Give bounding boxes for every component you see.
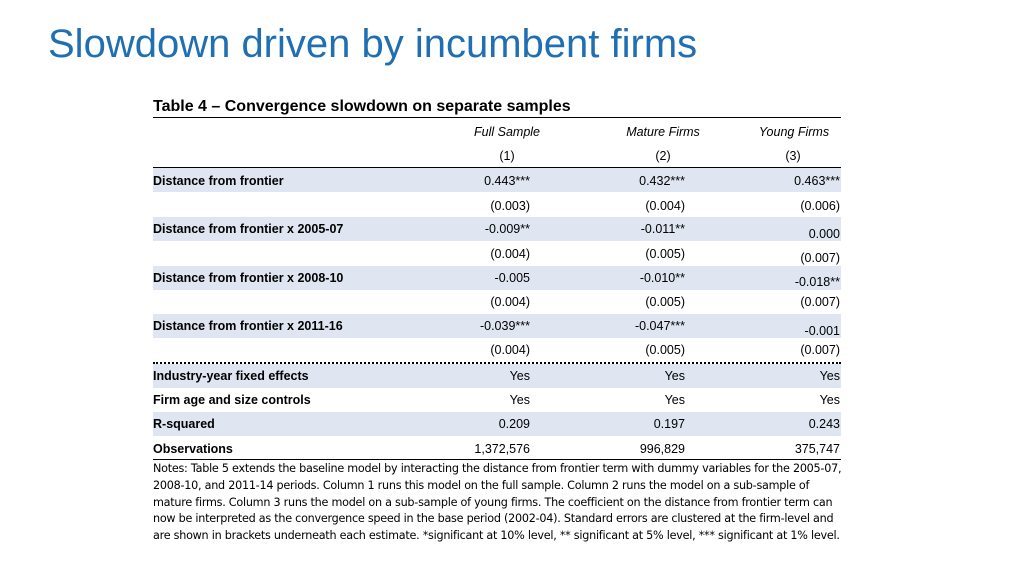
section-divider: [153, 362, 841, 364]
row-label-distance-x-2005-07: Distance from frontier x 2005-07: [153, 222, 344, 236]
control-cell: Yes: [819, 369, 840, 383]
row-band: [153, 412, 841, 436]
se-cell: (0.006): [800, 199, 840, 213]
table-bottom-rule: [153, 459, 841, 460]
row-label-industry-year-fe: Industry-year fixed effects: [153, 369, 309, 383]
row-band: [153, 314, 841, 338]
se-cell: (0.005): [645, 343, 685, 357]
coef-cell: -0.005: [494, 271, 530, 285]
column-header-young-firms: Young Firms: [758, 125, 830, 139]
se-cell: (0.007): [800, 295, 840, 309]
coef-cell: -0.047***: [634, 319, 685, 333]
column-number-3: (3): [785, 149, 801, 163]
control-cell: 375,747: [794, 442, 840, 456]
control-cell: 996,829: [639, 442, 685, 456]
table-notes: Notes: Table 5 extends the baseline mode…: [153, 462, 842, 543]
row-label-distance-x-2011-16: Distance from frontier x 2011-16: [153, 319, 343, 333]
row-band: [153, 266, 841, 290]
coef-cell: -0.039***: [479, 319, 530, 333]
column-header-full-sample: Full Sample: [474, 125, 540, 139]
coef-cell: 0.443***: [484, 174, 530, 188]
row-band: [153, 217, 841, 241]
coef-cell: -0.011**: [640, 222, 685, 236]
coef-cell: -0.018**: [794, 275, 840, 289]
coef-cell: -0.009**: [484, 222, 530, 236]
header-rule: [153, 167, 841, 168]
coef-cell: -0.010**: [639, 271, 685, 285]
row-label-firm-age-size: Firm age and size controls: [153, 393, 311, 407]
coef-cell: 0.463***: [794, 174, 840, 188]
control-cell: Yes: [664, 369, 685, 383]
row-label-distance-from-frontier: Distance from frontier: [153, 174, 284, 188]
table-caption: Table 4 – Convergence slowdown on separa…: [153, 98, 571, 115]
control-cell: 0.197: [653, 417, 685, 431]
se-cell: (0.004): [490, 247, 530, 261]
caption-rule: [153, 117, 841, 118]
control-cell: 1,372,576: [474, 442, 530, 456]
row-label-r-squared: R-squared: [153, 417, 215, 431]
se-cell: (0.004): [490, 343, 530, 357]
column-header-mature-firms: Mature Firms: [626, 125, 700, 139]
control-cell: Yes: [509, 393, 530, 407]
control-cell: Yes: [819, 393, 840, 407]
row-label-distance-x-2008-10: Distance from frontier x 2008-10: [153, 271, 344, 285]
se-cell: (0.004): [645, 199, 685, 213]
se-cell: (0.007): [800, 343, 840, 357]
se-cell: (0.005): [645, 295, 685, 309]
control-cell: 0.209: [498, 417, 530, 431]
row-band: [153, 168, 841, 192]
column-number-1: (1): [499, 149, 515, 163]
column-number-2: (2): [655, 149, 671, 163]
se-cell: (0.004): [490, 295, 530, 309]
control-cell: 0.243: [808, 417, 840, 431]
coef-cell: -0.001: [804, 324, 840, 338]
row-label-observations: Observations: [153, 442, 233, 456]
slide-title: Slowdown driven by incumbent firms: [48, 22, 698, 66]
se-cell: (0.005): [645, 247, 685, 261]
control-cell: Yes: [664, 393, 685, 407]
coef-cell: 0.432***: [639, 174, 685, 188]
coef-cell: 0.000: [808, 227, 840, 241]
se-cell: (0.007): [800, 251, 840, 265]
row-band: [153, 364, 841, 388]
se-cell: (0.003): [490, 199, 530, 213]
control-cell: Yes: [509, 369, 530, 383]
